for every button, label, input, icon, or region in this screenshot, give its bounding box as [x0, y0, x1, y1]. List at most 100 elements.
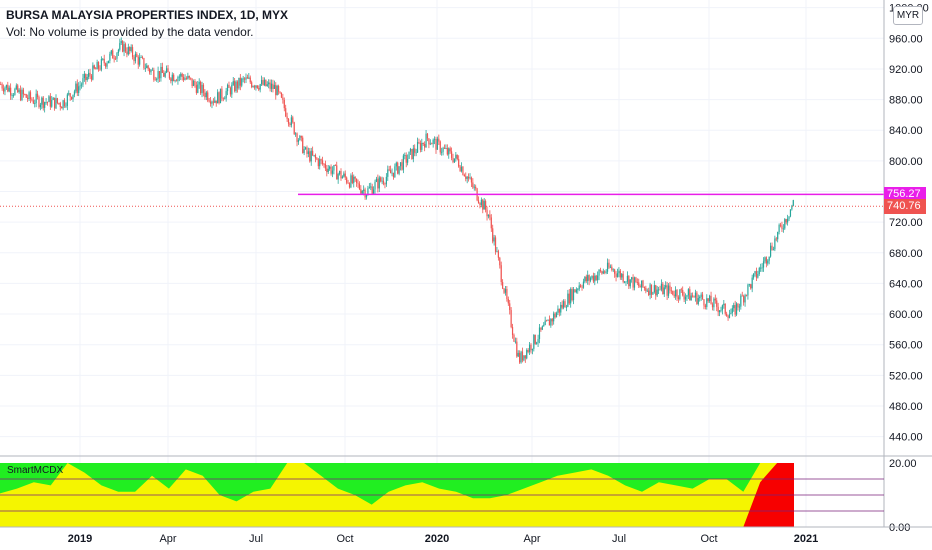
- candle-body: [273, 85, 275, 89]
- candle-body: [419, 143, 421, 150]
- candle-body: [131, 47, 134, 57]
- candle-body: [459, 166, 461, 172]
- candle-body: [211, 101, 213, 104]
- candle-body: [684, 296, 687, 300]
- candle-body: [791, 205, 793, 210]
- candle-body: [397, 162, 399, 174]
- candle-body: [2, 88, 5, 92]
- candle-body: [636, 282, 638, 283]
- candle-body: [307, 151, 309, 154]
- candle-body: [41, 97, 43, 105]
- candle-body: [575, 289, 577, 293]
- candle-body: [79, 85, 81, 87]
- candle-body: [183, 76, 185, 80]
- candle-body: [445, 148, 447, 149]
- candle-body: [683, 295, 685, 300]
- candle-body: [49, 96, 51, 107]
- candle-body: [557, 308, 559, 313]
- candle-body: [116, 53, 118, 59]
- candle-body: [185, 78, 188, 80]
- candle-body: [635, 277, 637, 283]
- chart-title: BURSA MALAYSIA PROPERTIES INDEX, 1D, MYX: [6, 8, 289, 22]
- candle-body: [602, 271, 604, 274]
- candle-body: [112, 50, 114, 59]
- candle-body: [452, 157, 454, 163]
- candle-body: [506, 289, 508, 300]
- candle-body: [361, 190, 363, 194]
- candle-body: [367, 188, 369, 195]
- candle-body: [324, 163, 326, 169]
- candle-body: [704, 305, 706, 308]
- candle-body: [770, 245, 772, 257]
- candle-body: [46, 102, 49, 103]
- candle-body: [784, 219, 786, 229]
- candle-body: [516, 341, 518, 357]
- horizontal-lines: [0, 193, 884, 207]
- candle-body: [500, 265, 502, 283]
- candle-body: [757, 273, 759, 278]
- candle-body: [632, 277, 634, 288]
- y-tick-label: 840.00: [889, 125, 923, 137]
- y-tick-label: 880.00: [889, 95, 923, 107]
- candle-body: [449, 148, 451, 152]
- candle-body: [354, 176, 356, 179]
- candle-body: [473, 186, 475, 188]
- candle-body: [748, 284, 750, 286]
- candle-body: [5, 84, 7, 88]
- candle-body: [171, 74, 173, 82]
- candle-body: [479, 203, 481, 205]
- x-tick-label: Apr: [159, 533, 176, 545]
- candle-body: [650, 284, 653, 295]
- candle-body: [670, 290, 672, 292]
- candle-body: [734, 305, 736, 315]
- candle-body: [648, 290, 650, 296]
- candle-body: [751, 277, 753, 289]
- candle-body: [124, 44, 127, 52]
- candle-body: [553, 313, 555, 322]
- candle-body: [741, 295, 743, 297]
- candle-body: [443, 147, 446, 149]
- candle-body: [534, 334, 536, 344]
- candle-body: [69, 93, 71, 97]
- candle-body: [160, 66, 162, 79]
- candle-body: [560, 304, 562, 313]
- candle-body: [351, 175, 353, 183]
- y-tick-label: 680.00: [889, 248, 923, 260]
- y-tick-label: 800.00: [889, 156, 923, 168]
- candle-body: [402, 155, 404, 170]
- candle-body: [253, 86, 256, 88]
- candle-body: [487, 214, 490, 217]
- candle-body: [526, 349, 528, 359]
- candle-body: [483, 201, 485, 210]
- candle-body: [384, 183, 386, 185]
- candle-body: [432, 139, 434, 144]
- candle-body: [255, 85, 257, 88]
- x-tick-label: Jul: [249, 533, 263, 545]
- candle-body: [348, 183, 351, 188]
- candle-body: [418, 142, 420, 144]
- candle-body: [538, 327, 541, 340]
- candle-body: [409, 148, 412, 152]
- candle-body: [608, 262, 610, 268]
- candle-body: [724, 303, 726, 314]
- candle-body: [531, 348, 534, 351]
- candle-body: [78, 86, 80, 93]
- candle-body: [130, 47, 132, 52]
- candle-body: [424, 144, 426, 148]
- candle-body: [697, 298, 699, 304]
- currency-selector[interactable]: MYR: [893, 6, 923, 25]
- candle-body: [239, 77, 241, 86]
- candle-body: [567, 293, 569, 307]
- candle-body: [717, 306, 719, 313]
- candle-body: [293, 122, 295, 135]
- candle-body: [789, 209, 792, 217]
- candle-body: [456, 154, 458, 160]
- candle-body: [710, 295, 712, 305]
- candle-body: [429, 143, 431, 145]
- candle-body: [249, 77, 251, 83]
- candle-body: [537, 339, 539, 343]
- candle-body: [574, 289, 576, 293]
- candle-body: [141, 57, 144, 59]
- candle-body: [370, 186, 372, 188]
- candle-body: [202, 84, 205, 93]
